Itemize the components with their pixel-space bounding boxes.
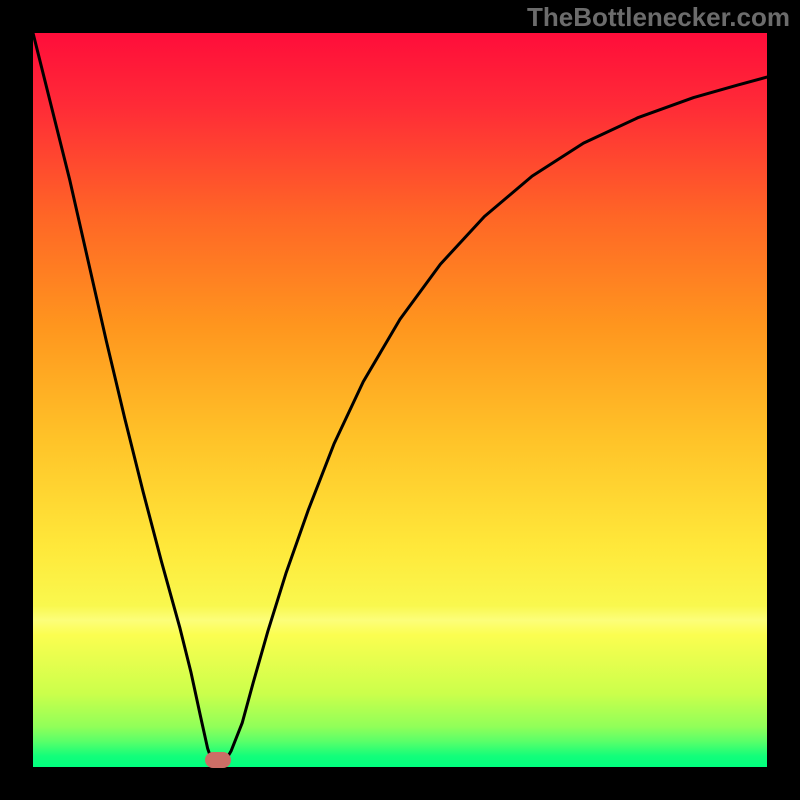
plot-area: [33, 33, 767, 767]
watermark-text: TheBottlenecker.com: [527, 2, 790, 33]
chart-canvas: TheBottlenecker.com: [0, 0, 800, 800]
optimal-point-marker: [205, 752, 231, 768]
